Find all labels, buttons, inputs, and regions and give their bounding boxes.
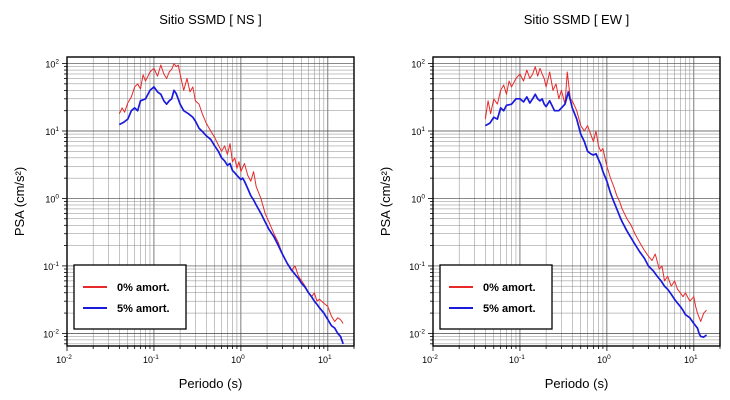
series-group [484, 66, 708, 338]
tick-base: 10 [43, 262, 53, 272]
y-axis-label: PSA (cm/s²) [378, 167, 393, 236]
x-axis-label: Periodo (s) [179, 376, 243, 391]
legend: 0% amort. 5% amort. [73, 264, 187, 330]
y-tick-label: 100 [45, 193, 59, 204]
series-line-blue [118, 86, 344, 345]
tick-base: 10 [143, 355, 153, 365]
tick-exponent: 1 [328, 354, 332, 361]
series-group [118, 63, 344, 345]
x-tick-label: 101 [318, 354, 332, 365]
y-tick-label: 100 [411, 193, 425, 204]
y-tick-label: 10-2 [409, 328, 425, 339]
tick-base: 10 [422, 355, 432, 365]
chart-title: Sitio SSMD [ NS ] [159, 12, 262, 27]
legend-box [439, 264, 553, 330]
tick-base: 10 [45, 194, 55, 204]
tick-base: 10 [409, 329, 419, 339]
tick-exponent: 2 [421, 59, 425, 66]
tick-exponent: -1 [153, 354, 159, 361]
tick-base: 10 [597, 355, 607, 365]
series-line-blue [484, 91, 708, 338]
y-tick-label: 102 [411, 59, 425, 70]
plot-frame [432, 56, 721, 347]
tick-base: 10 [45, 60, 55, 70]
legend-label: 0% amort. [483, 282, 536, 294]
x-tick-label: 10-2 [422, 354, 438, 365]
tick-exponent: 1 [421, 126, 425, 133]
x-tick-label: 10-1 [509, 354, 525, 365]
tick-base: 10 [45, 127, 55, 137]
tick-exponent: -2 [53, 328, 59, 335]
tick-base: 10 [409, 262, 419, 272]
x-tick-label: 100 [597, 354, 611, 365]
tick-exponent: -1 [419, 261, 425, 268]
gridlines [433, 57, 720, 346]
y-tick-label: 10-2 [43, 328, 59, 339]
tick-exponent: 0 [421, 193, 425, 200]
tick-exponent: -2 [66, 354, 72, 361]
y-axis-label: PSA (cm/s²) [12, 167, 27, 236]
plot-frame [66, 56, 355, 347]
legend-box [73, 264, 187, 330]
tick-base: 10 [411, 127, 421, 137]
legend: 0% amort. 5% amort. [439, 264, 553, 330]
y-tick-label: 10-1 [409, 261, 425, 272]
tick-exponent: -1 [519, 354, 525, 361]
tick-base: 10 [231, 355, 241, 365]
x-axis-label: Periodo (s) [545, 376, 609, 391]
y-tick-label: 101 [45, 126, 59, 137]
y-tick-label: 10-1 [43, 261, 59, 272]
tick-exponent: 0 [607, 354, 611, 361]
x-tick-label: 101 [684, 354, 698, 365]
tick-exponent: 1 [55, 126, 59, 133]
tick-base: 10 [318, 355, 328, 365]
tick-exponent: -2 [419, 328, 425, 335]
tick-exponent: -2 [432, 354, 438, 361]
legend-label: 0% amort. [117, 282, 170, 294]
legend-label: 5% amort. [117, 303, 170, 315]
x-tick-label: 10-2 [56, 354, 72, 365]
tick-exponent: 2 [55, 59, 59, 66]
y-tick-label: 101 [411, 126, 425, 137]
x-tick-label: 100 [231, 354, 245, 365]
tick-exponent: -1 [53, 261, 59, 268]
gridlines [67, 57, 354, 346]
tick-base: 10 [411, 194, 421, 204]
x-tick-label: 10-1 [143, 354, 159, 365]
series-line-red [484, 66, 707, 322]
y-tick-label: 102 [45, 59, 59, 70]
tick-base: 10 [56, 355, 66, 365]
tick-base: 10 [684, 355, 694, 365]
tick-base: 10 [509, 355, 519, 365]
tick-exponent: 0 [241, 354, 245, 361]
chart-title: Sitio SSMD [ EW ] [524, 12, 629, 27]
tick-exponent: 0 [55, 193, 59, 200]
tick-base: 10 [411, 60, 421, 70]
tick-exponent: 1 [694, 354, 698, 361]
legend-label: 5% amort. [483, 303, 536, 315]
tick-base: 10 [43, 329, 53, 339]
